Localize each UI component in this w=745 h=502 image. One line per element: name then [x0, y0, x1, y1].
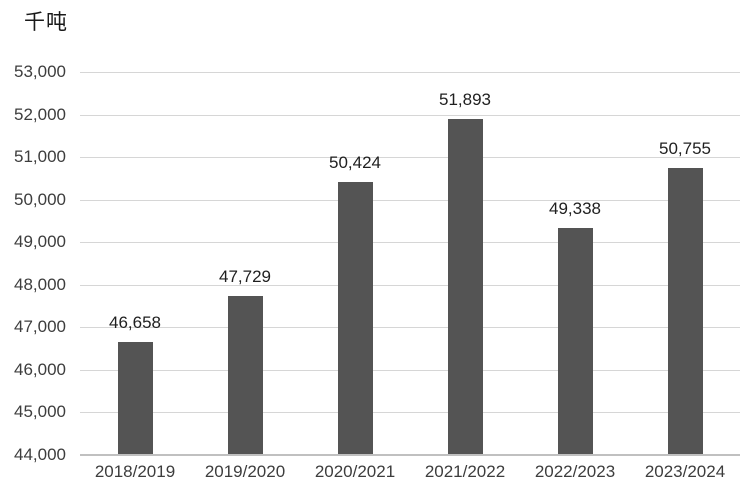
x-axis-tick-label: 2022/2023 — [534, 462, 616, 481]
y-axis-tick-label: 47,000 — [14, 317, 66, 337]
gridline — [80, 199, 740, 201]
data-label: 51,893 — [439, 90, 491, 110]
data-label: 46,658 — [109, 312, 161, 332]
data-label: 50,755 — [659, 138, 711, 158]
y-axis-tick-label: 46,000 — [14, 359, 66, 379]
x-axis-tick-label: 2023/2024 — [644, 462, 726, 481]
gridline — [80, 369, 740, 371]
x-axis-line — [80, 454, 740, 456]
bar-2018-2019 — [117, 341, 153, 455]
x-axis-tick-label: 2019/2020 — [204, 462, 286, 481]
y-axis-unit-label: 千吨 — [24, 11, 68, 34]
data-label: 50,424 — [329, 152, 381, 172]
y-axis-tick-label: 53,000 — [14, 62, 66, 81]
bar-2021-2022 — [447, 119, 483, 455]
bar-2019-2020 — [227, 296, 263, 455]
x-axis-tick-label: 2018/2019 — [94, 462, 176, 481]
y-axis-tick-label: 51,000 — [14, 147, 66, 167]
y-axis-tick-label: 49,000 — [14, 232, 66, 252]
data-label: 49,338 — [549, 198, 601, 218]
gridline — [80, 72, 740, 73]
bar-2022-2023 — [557, 227, 593, 455]
gridline — [80, 284, 740, 286]
y-axis-tick-label: 48,000 — [14, 274, 66, 294]
gridline — [80, 327, 740, 329]
x-axis-tick-label: 2021/2022 — [424, 462, 506, 481]
y-axis-tick-label: 44,000 — [14, 445, 66, 464]
gridline — [80, 157, 740, 159]
bar-2020-2021 — [337, 181, 373, 455]
y-axis-tick-label: 52,000 — [14, 104, 66, 124]
x-axis-tick-label: 2020/2021 — [314, 462, 396, 481]
gridline — [80, 114, 740, 116]
gridline — [80, 242, 740, 244]
gridline — [80, 412, 740, 414]
y-axis-tick-label: 45,000 — [14, 402, 66, 422]
data-label: 47,729 — [219, 267, 271, 287]
y-axis-tick-label: 50,000 — [14, 189, 66, 209]
bar-2023-2024 — [667, 167, 703, 455]
plot-area: 46,658 47,729 50,424 51,893 49,338 50,755 — [80, 72, 740, 456]
